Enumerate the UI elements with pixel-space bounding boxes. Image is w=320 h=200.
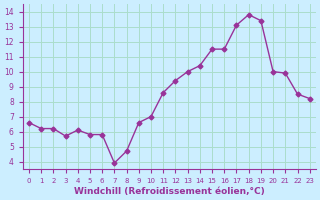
X-axis label: Windchill (Refroidissement éolien,°C): Windchill (Refroidissement éolien,°C) — [74, 187, 265, 196]
